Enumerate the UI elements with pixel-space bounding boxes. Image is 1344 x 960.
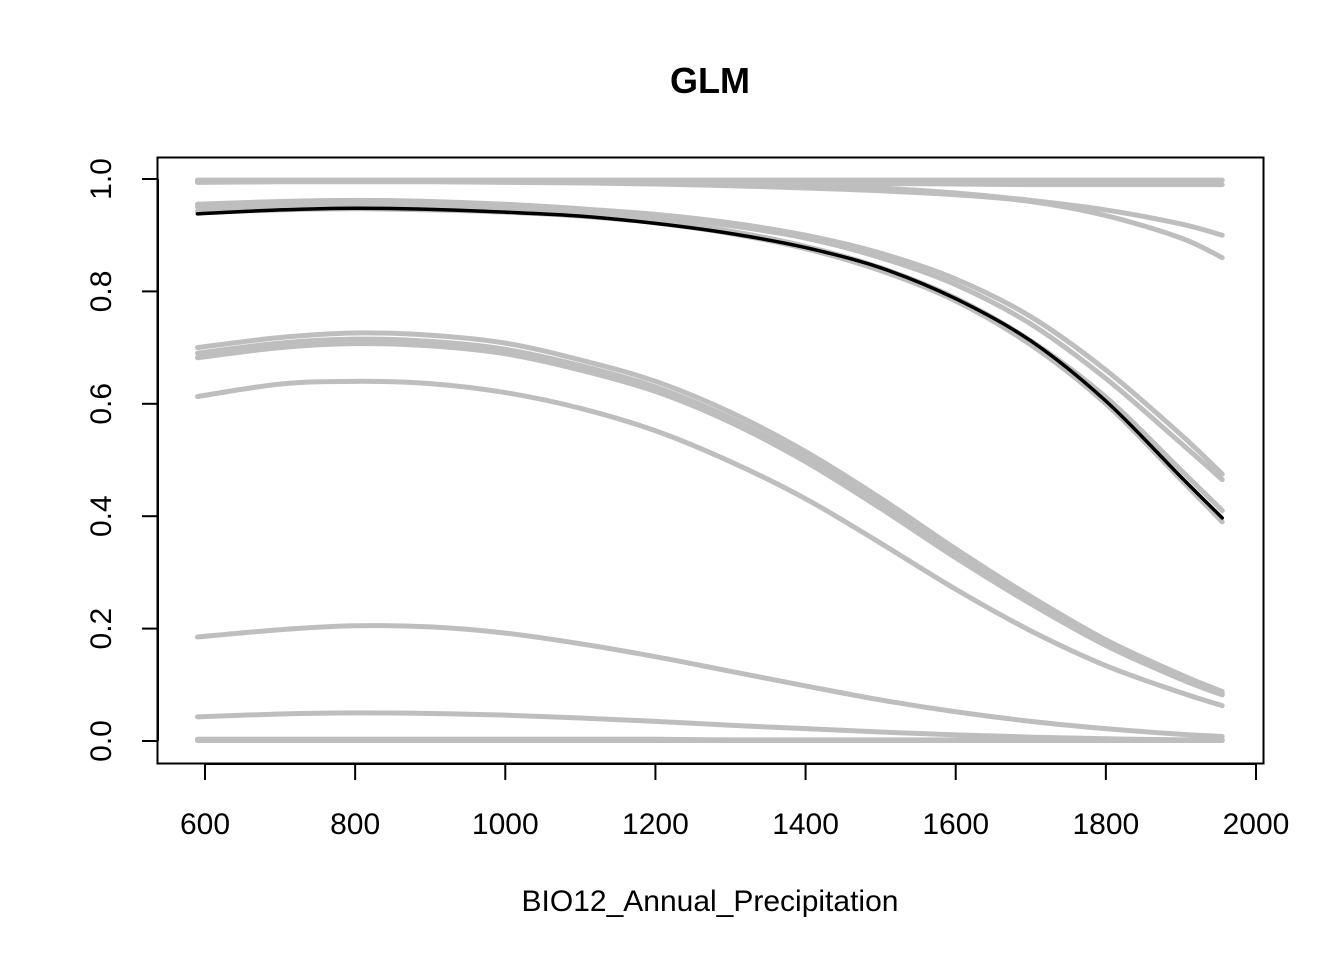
series-layer bbox=[194, 177, 1225, 743]
chart-title: GLM bbox=[670, 60, 750, 101]
replicate-curve-6 bbox=[194, 200, 1225, 483]
replicate-curve-12 bbox=[194, 378, 1225, 709]
replicate-curve-5 bbox=[194, 197, 1225, 477]
x-tick-label: 1000 bbox=[472, 808, 539, 841]
y-tick-label: 0.6 bbox=[85, 383, 118, 425]
x-axis-label: BIO12_Annual_Precipitation bbox=[522, 885, 899, 918]
plot-frame bbox=[156, 156, 1265, 765]
y-tick-label: 0.4 bbox=[85, 495, 118, 537]
x-tick-label: 2000 bbox=[1223, 808, 1290, 841]
replicate-curve-4 bbox=[194, 179, 1225, 261]
axis-layer: 600 800 1000 1200 1400 1600 1800 2000 0.0 0.2 0.4 0… bbox=[85, 158, 1289, 841]
x-tick-label: 800 bbox=[330, 808, 380, 841]
x-tick-label: 1600 bbox=[922, 808, 989, 841]
x-tick-label: 1800 bbox=[1072, 808, 1139, 841]
x-tick-label: 1200 bbox=[622, 808, 689, 841]
replicate-curve-13 bbox=[194, 623, 1225, 739]
replicate-curve-11 bbox=[194, 341, 1225, 698]
y-tick-label: 0.2 bbox=[85, 608, 118, 650]
y-tick-label: 1.0 bbox=[85, 158, 118, 200]
x-tick-label: 600 bbox=[180, 808, 230, 841]
replicate-curve-9 bbox=[194, 330, 1225, 695]
y-tick-label: 0.0 bbox=[85, 720, 118, 762]
y-tick-label: 0.8 bbox=[85, 271, 118, 313]
mean-response-curve bbox=[195, 206, 1224, 520]
x-tick-label: 1400 bbox=[772, 808, 839, 841]
